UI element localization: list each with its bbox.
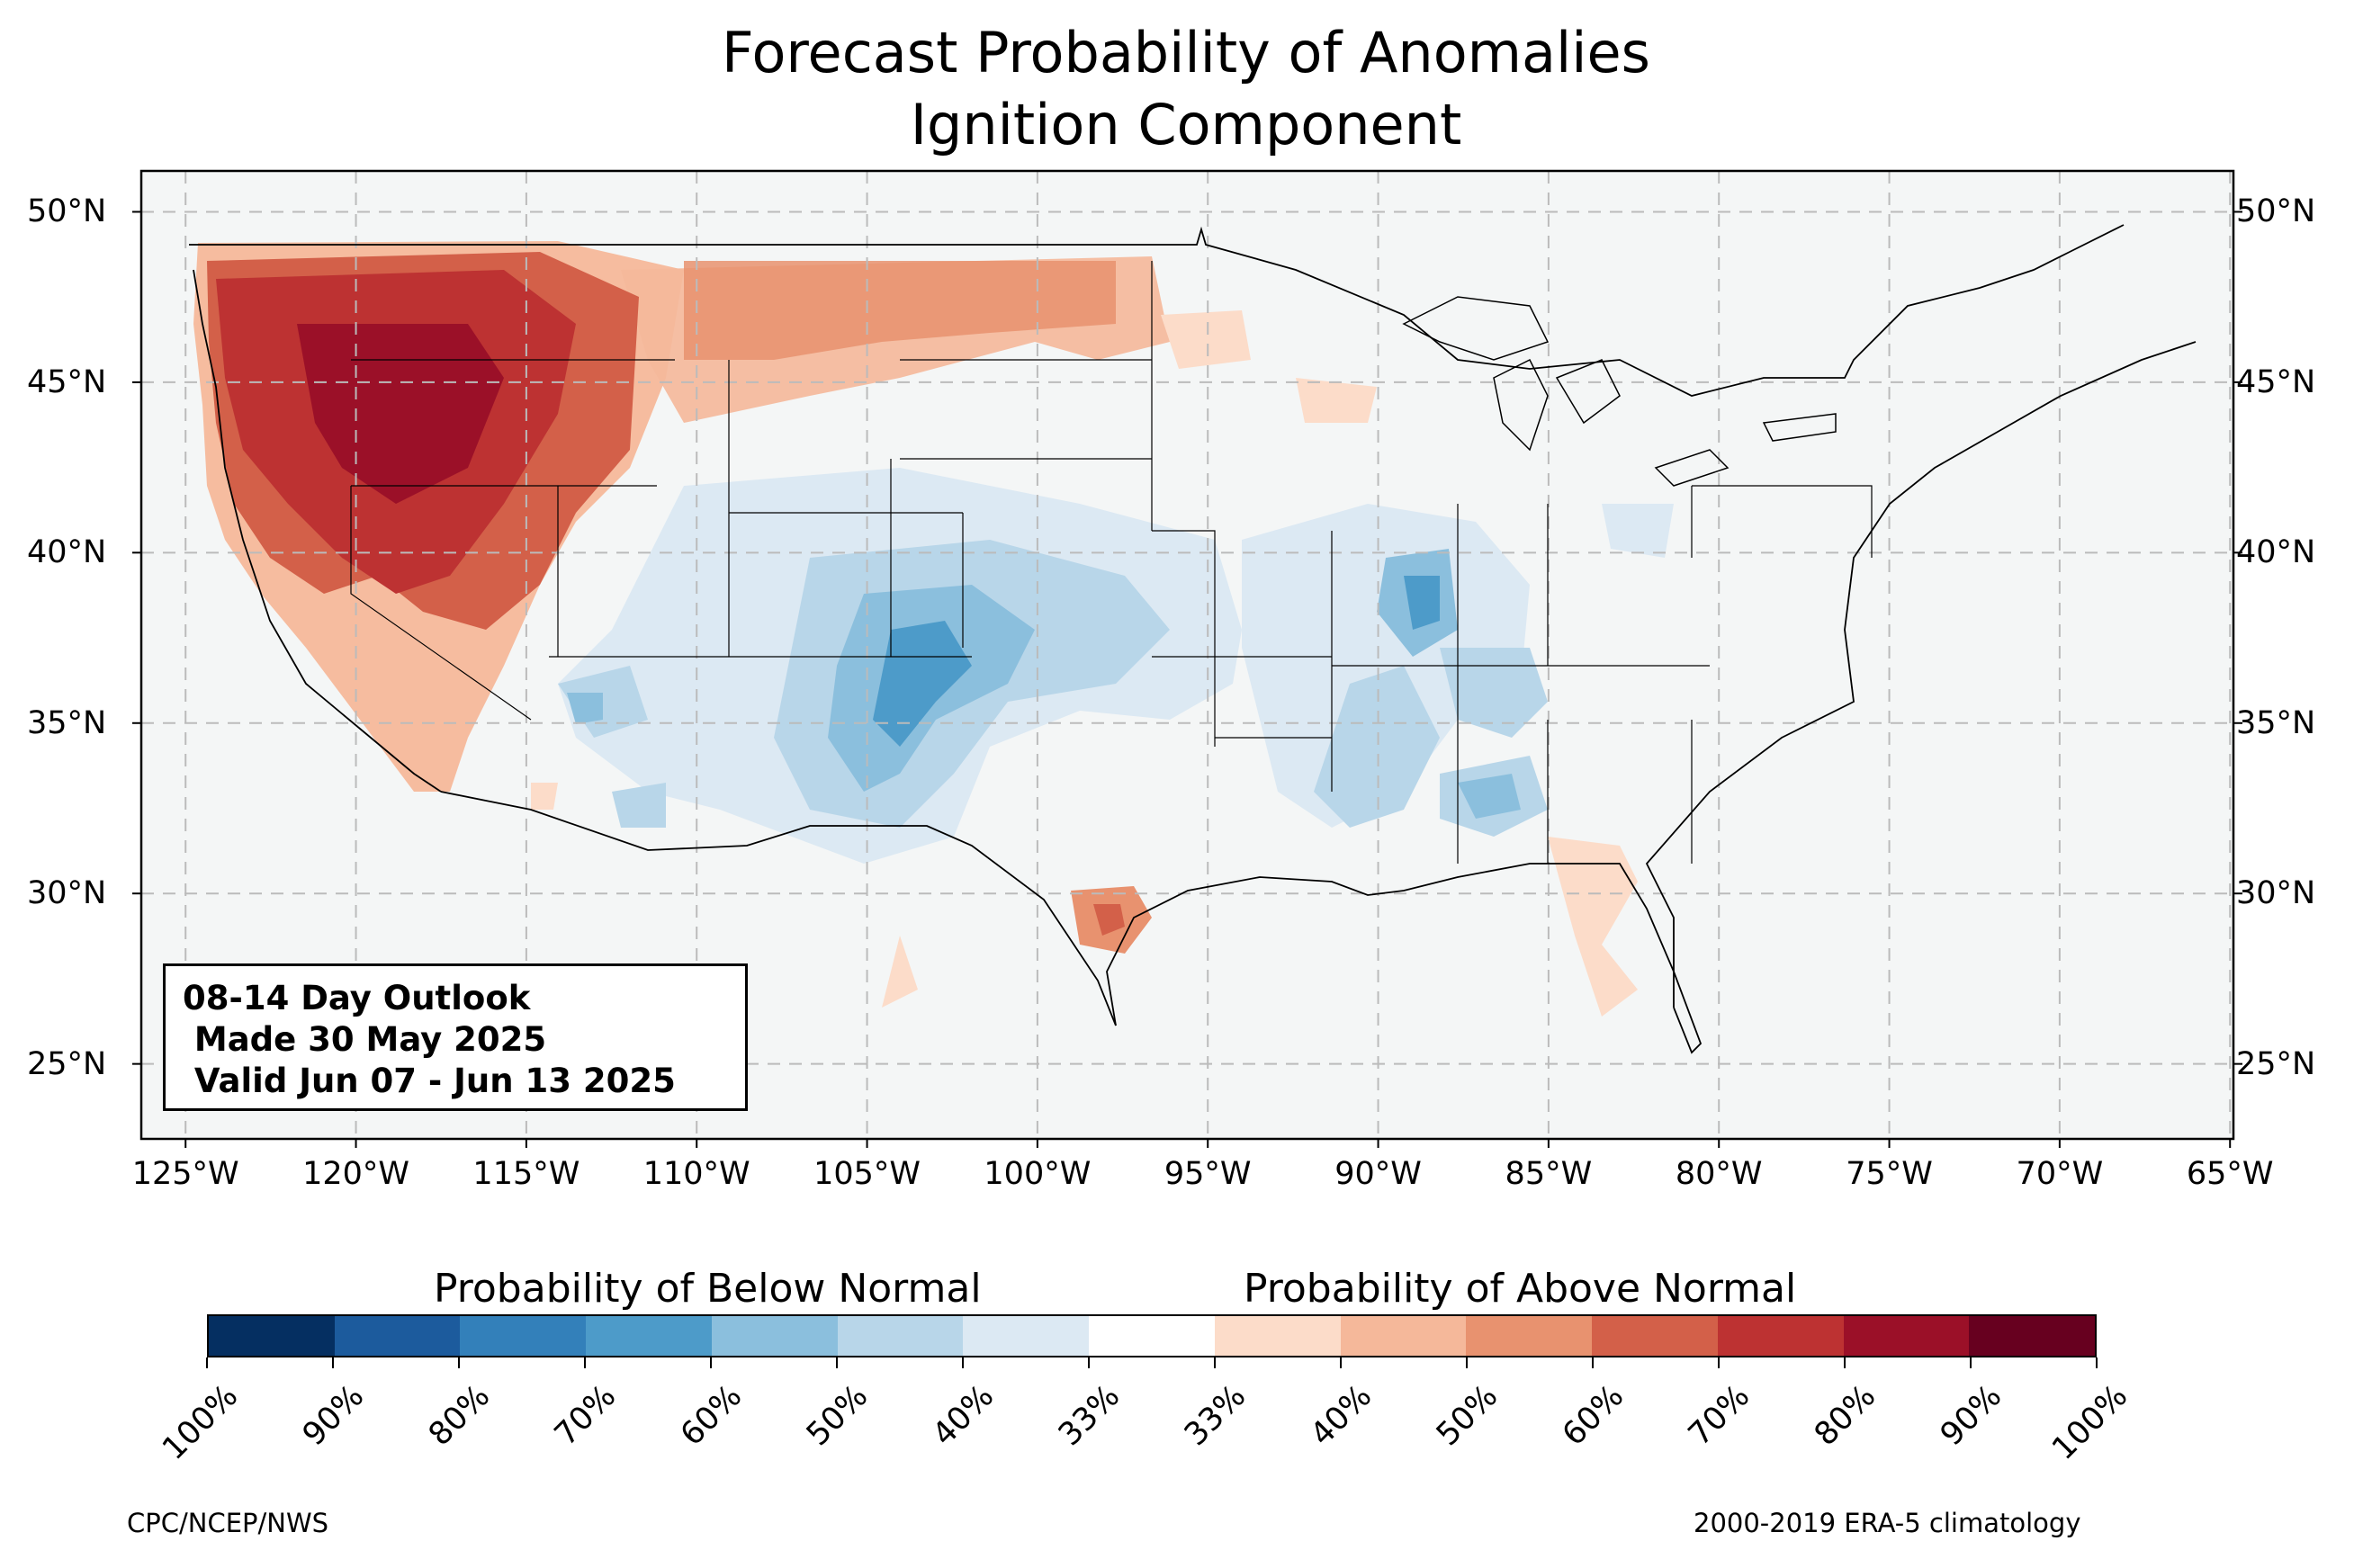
colorbar-below-label: Probability of Below Normal	[434, 1266, 982, 1312]
lat-label-right: 50°N	[2236, 193, 2316, 230]
colorbar-tick	[2096, 1357, 2098, 1368]
map-subtitle: Ignition Component	[910, 92, 1462, 157]
colorbar-tick	[458, 1357, 460, 1368]
lon-label: 65°W	[2186, 1156, 2274, 1192]
lat-label-left: 45°N	[27, 363, 107, 400]
colorbar-segment	[334, 1316, 461, 1356]
outlook-made-date: Made 30 May 2025	[183, 1020, 547, 1059]
outlook-period: 08-14 Day Outlook	[183, 979, 531, 1017]
west-coast	[193, 269, 442, 793]
lat-label-left: 25°N	[27, 1045, 107, 1082]
lon-label: 70°W	[2016, 1156, 2104, 1192]
colorbar-tick	[710, 1357, 712, 1368]
map-frame	[139, 169, 2235, 1141]
colorbar-tick	[1844, 1357, 1846, 1368]
colorbar-segment	[1340, 1316, 1467, 1356]
colorbar-segment	[1843, 1316, 1970, 1356]
lat-label-right: 35°N	[2236, 704, 2316, 741]
colorbar-tick	[1718, 1357, 1720, 1368]
lat-label-left: 35°N	[27, 704, 107, 741]
lat-label-left: 30°N	[27, 875, 107, 912]
lon-label: 95°W	[1164, 1156, 1252, 1192]
colorbar-tick	[1970, 1357, 1972, 1368]
colorbar-tick	[1088, 1357, 1090, 1368]
lat-label-right: 40°N	[2236, 534, 2316, 571]
colorbar-tick	[1340, 1357, 1342, 1368]
colorbar-segment	[1717, 1316, 1844, 1356]
east-coast	[1645, 341, 2197, 1008]
lon-label: 100°W	[984, 1156, 1092, 1192]
gulf-coast	[1106, 863, 1703, 1054]
lat-label-right: 25°N	[2236, 1045, 2316, 1082]
colorbar-segment	[711, 1316, 838, 1356]
map-title: Forecast Probability of Anomalies	[722, 20, 1650, 85]
canada-region	[141, 171, 2233, 450]
lat-label-left: 50°N	[27, 193, 107, 230]
lon-label: 120°W	[302, 1156, 409, 1192]
lon-label: 115°W	[472, 1156, 580, 1192]
us-mexico-border	[440, 791, 1117, 1026]
colorbar-segment	[209, 1316, 335, 1356]
outlook-valid-range: Valid Jun 07 - Jun 13 2025	[183, 1062, 676, 1100]
lon-label: 125°W	[131, 1156, 239, 1192]
colorbar-segment	[1089, 1316, 1215, 1356]
colorbar-tick	[332, 1357, 334, 1368]
us-canada-border	[189, 224, 2125, 397]
lat-label-left: 40°N	[27, 534, 107, 571]
lon-label: 110°W	[642, 1156, 750, 1192]
state-lines	[350, 261, 1873, 864]
colorbar-tick	[1592, 1357, 1594, 1368]
lon-label: 105°W	[813, 1156, 921, 1192]
colorbar-segment	[1466, 1316, 1593, 1356]
above-normal-shading	[193, 241, 1638, 1017]
colorbar-segment	[1214, 1316, 1341, 1356]
colorbar-segment	[460, 1316, 587, 1356]
colorbar-above-label: Probability of Above Normal	[1244, 1266, 1797, 1312]
colorbar-tick	[206, 1357, 208, 1368]
colorbar-segment	[586, 1316, 712, 1356]
lon-label: 75°W	[1846, 1156, 1933, 1192]
colorbar	[207, 1314, 2097, 1357]
lat-label-right: 45°N	[2236, 363, 2316, 400]
lon-label: 85°W	[1505, 1156, 1593, 1192]
colorbar-tick	[1466, 1357, 1468, 1368]
lon-label: 80°W	[1675, 1156, 1763, 1192]
colorbar-segment	[963, 1316, 1090, 1356]
great-lakes	[1402, 296, 1837, 487]
colorbar-tick	[584, 1357, 586, 1368]
footer-climatology: 2000-2019 ERA-5 climatology	[1694, 1508, 2081, 1538]
colorbar-tick	[1214, 1357, 1216, 1368]
borders	[189, 224, 2197, 1054]
outlook-info-box: 08-14 Day Outlook Made 30 May 2025 Valid…	[163, 963, 748, 1111]
colorbar-segment	[1969, 1316, 2096, 1356]
lat-label-right: 30°N	[2236, 875, 2316, 912]
footer-source: CPC/NCEP/NWS	[127, 1508, 329, 1538]
colorbar-tick	[962, 1357, 964, 1368]
colorbar-tick	[836, 1357, 838, 1368]
colorbar-segment	[837, 1316, 964, 1356]
colorbar-segment	[1592, 1316, 1718, 1356]
lon-label: 90°W	[1334, 1156, 1422, 1192]
